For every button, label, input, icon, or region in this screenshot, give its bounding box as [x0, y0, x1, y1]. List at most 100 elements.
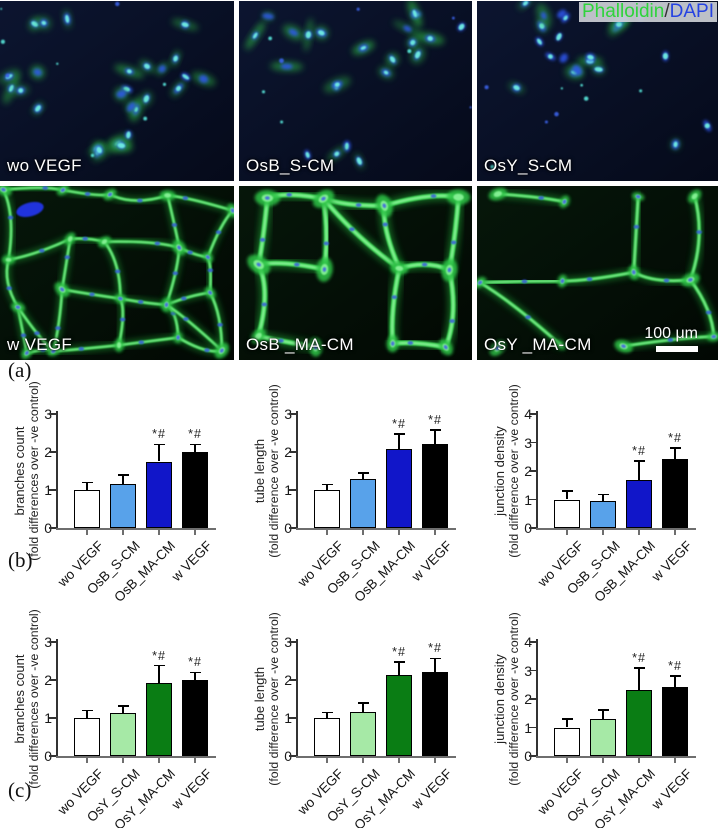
- x-tick-mark: [434, 758, 436, 763]
- error-bar: [122, 474, 124, 485]
- y-tick-mark: [529, 726, 536, 729]
- error-bar-cap: [321, 711, 333, 714]
- significance-annotation: *#: [392, 416, 406, 431]
- scale-bar-text: 100 μm: [644, 325, 698, 342]
- y-axis-line: [296, 411, 298, 530]
- y-tick-mark: [289, 717, 296, 719]
- error-bar-cap: [429, 657, 441, 660]
- error-bar-cap: [597, 493, 609, 496]
- panel-label: OsB_S-CM: [246, 156, 335, 175]
- bar: [386, 674, 412, 756]
- y-tick-mark: [529, 698, 536, 700]
- y-tick-mark: [49, 755, 56, 757]
- panel-label: wo VEGF: [7, 156, 82, 175]
- x-tick-mark: [326, 530, 328, 535]
- fluorescence-image: [0, 1, 234, 181]
- error-bar: [86, 482, 88, 490]
- fluorescence-image: [477, 186, 718, 360]
- y-tick-mark: [49, 489, 56, 491]
- y-tick-mark: [289, 679, 296, 681]
- y-axis-label-line1: junction density: [492, 426, 507, 516]
- panel-label: w VEGF: [7, 335, 73, 354]
- legend-slash: /: [664, 1, 670, 22]
- y-axis-line: [56, 411, 58, 530]
- y-axis-line: [296, 639, 298, 758]
- y-tick-mark: [529, 641, 536, 643]
- error-bar: [674, 676, 676, 687]
- x-tick-mark: [638, 530, 640, 535]
- y-tick-label: 2: [30, 443, 52, 461]
- y-tick-label: 1: [30, 709, 52, 727]
- y-tick-mark: [49, 527, 56, 529]
- significance-annotation: *#: [428, 412, 442, 427]
- error-bar-cap: [81, 709, 93, 712]
- significance-annotation: *#: [152, 648, 166, 663]
- y-tick-label: 2: [510, 462, 532, 480]
- error-bar-cap: [117, 474, 129, 476]
- scale-bar-line: [656, 346, 698, 352]
- y-axis-label-line2: (fold differences over -ve control): [27, 381, 41, 561]
- y-tick-label: 4: [510, 633, 532, 651]
- y-axis-label-line1: tube length: [252, 438, 267, 504]
- bar: [110, 484, 136, 528]
- x-axis-line: [536, 528, 696, 530]
- x-tick-mark: [566, 530, 568, 535]
- section-b-label: (b): [8, 548, 33, 572]
- y-tick-mark: [529, 669, 536, 672]
- x-tick-mark: [194, 758, 196, 763]
- y-tick-label: 0: [510, 747, 532, 765]
- y-axis-label-line1: tube length: [252, 666, 267, 732]
- bar: [626, 689, 652, 756]
- y-tick-label: 3: [270, 405, 292, 423]
- error-bar-cap: [669, 447, 681, 450]
- y-tick-mark: [289, 641, 296, 643]
- bar: [554, 499, 580, 528]
- error-bar-cap: [393, 432, 405, 435]
- y-tick-mark: [289, 413, 296, 415]
- x-tick-mark: [158, 530, 160, 535]
- y-tick-mark: [289, 489, 296, 491]
- micrograph-panel-osb-ma-cm: OsB _MA-CM: [239, 186, 472, 360]
- significance-annotation: *#: [632, 650, 646, 665]
- y-axis-label: branches count (fold differences over -ve…: [12, 594, 41, 804]
- bar: [110, 713, 136, 756]
- y-tick-label: 2: [510, 690, 532, 708]
- error-bar: [638, 461, 640, 480]
- significance-annotation: *#: [632, 444, 646, 459]
- error-bar: [362, 702, 364, 712]
- bar: [74, 490, 100, 528]
- error-bar: [362, 472, 364, 480]
- error-bar: [158, 444, 160, 462]
- error-bar: [434, 429, 436, 444]
- panel-label: OsY_S-CM: [484, 156, 573, 175]
- y-tick-label: 3: [510, 434, 532, 452]
- bar: [662, 459, 688, 528]
- fluorescence-image: [239, 186, 472, 360]
- y-tick-label: 1: [30, 481, 52, 499]
- error-bar: [566, 490, 568, 500]
- y-tick-mark: [289, 755, 296, 757]
- y-tick-mark: [49, 451, 56, 453]
- y-tick-label: 1: [270, 709, 292, 727]
- x-axis-line: [296, 756, 456, 758]
- error-bar-cap: [189, 443, 201, 446]
- y-axis-line: [536, 639, 538, 758]
- x-axis-line: [56, 756, 216, 758]
- y-tick-label: 2: [30, 671, 52, 689]
- y-tick-mark: [289, 451, 296, 453]
- bar: [146, 682, 172, 756]
- error-bar-cap: [429, 429, 441, 431]
- y-tick-label: 2: [270, 671, 292, 689]
- significance-annotation: *#: [392, 644, 406, 659]
- micrograph-grid: wo VEGF OsB_S-CM OsY_S-CM Phalloidin/DAP…: [0, 0, 720, 360]
- dapi-legend-label: DAPI: [669, 1, 714, 22]
- scale-bar: 100 μm: [644, 325, 698, 352]
- x-tick-mark: [362, 530, 364, 535]
- y-axis-label-line2: (fold difference over -ve control): [267, 612, 281, 786]
- y-tick-label: 1: [510, 719, 532, 737]
- significance-annotation: *#: [152, 427, 166, 442]
- bar: [182, 680, 208, 756]
- error-bar-cap: [561, 490, 573, 492]
- y-tick-label: 3: [270, 633, 292, 651]
